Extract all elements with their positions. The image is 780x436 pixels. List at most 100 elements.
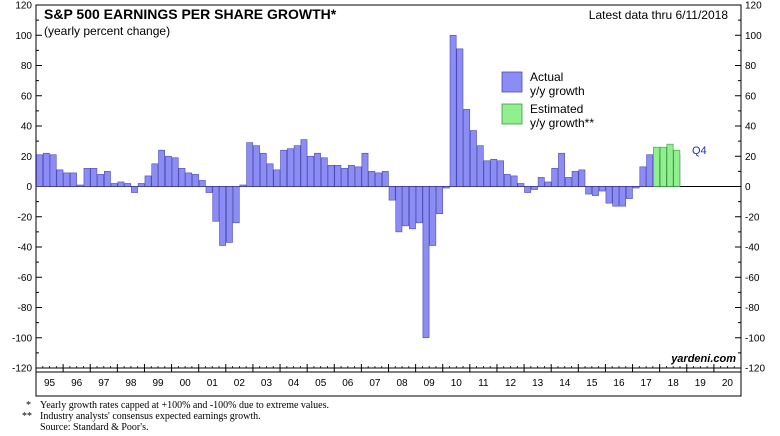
actual-growth-bar <box>429 186 437 246</box>
actual-growth-bar <box>70 172 77 187</box>
footnote-1-mark: * <box>26 400 31 411</box>
actual-growth-bar <box>646 154 654 187</box>
actual-growth-bar <box>97 174 104 187</box>
actual-growth-bar <box>307 155 315 187</box>
year-label: 13 <box>532 378 544 389</box>
estimated-growth-bar <box>653 146 660 187</box>
actual-growth-bar <box>544 181 552 187</box>
year-label: 04 <box>288 378 300 389</box>
actual-growth-bar <box>144 175 152 187</box>
y-tick-label-right: -100 <box>745 333 765 344</box>
chart-subtitle: (yearly percent change) <box>44 24 170 38</box>
actual-growth-bar <box>76 184 84 187</box>
year-label: 00 <box>180 378 192 389</box>
actual-growth-bar <box>151 163 159 187</box>
y-tick-label-left: 60 <box>21 91 33 102</box>
year-label: 99 <box>152 378 164 389</box>
actual-growth-bar <box>409 186 416 230</box>
actual-growth-bar <box>178 168 186 187</box>
footnote-1-text: Yearly growth rates capped at +100% and … <box>40 400 329 411</box>
q4-annotation: Q4 <box>692 145 707 157</box>
year-label: 05 <box>315 378 327 389</box>
year-label: 18 <box>668 378 680 389</box>
actual-growth-bar <box>300 139 308 187</box>
actual-growth-bar <box>463 109 471 187</box>
y-tick-label-left: 0 <box>26 182 32 193</box>
actual-growth-bar <box>490 158 498 187</box>
actual-growth-bar <box>476 145 484 187</box>
y-tick-label-left: 80 <box>21 61 33 72</box>
y-tick-label-right: 40 <box>745 122 757 133</box>
actual-growth-bar <box>90 168 98 187</box>
chart-title: S&P 500 EARNINGS PER SHARE GROWTH* <box>44 6 337 22</box>
actual-growth-bar <box>280 149 288 187</box>
year-label: 12 <box>505 378 517 389</box>
actual-growth-bar <box>327 165 335 187</box>
y-tick-label-right: 100 <box>745 31 762 42</box>
actual-growth-bar <box>368 171 376 187</box>
actual-growth-bar <box>49 154 57 187</box>
estimated-growth-bar <box>673 149 681 187</box>
actual-growth-bar <box>395 186 403 233</box>
y-tick-label-left: -40 <box>18 243 33 254</box>
year-label: 95 <box>44 378 56 389</box>
actual-growth-bar <box>354 166 362 187</box>
actual-growth-bar <box>449 34 457 187</box>
footnotes: * Yearly growth rates capped at +100% an… <box>22 400 329 433</box>
actual-growth-bar <box>253 145 260 187</box>
actual-growth-bar <box>564 177 572 187</box>
actual-growth-bar <box>287 148 294 187</box>
year-label: 11 <box>478 378 489 389</box>
y-tick-label-right: -80 <box>745 303 760 314</box>
actual-growth-bar <box>219 186 227 246</box>
y-tick-label-right: -60 <box>745 273 760 284</box>
actual-growth-bar <box>164 155 172 187</box>
actual-growth-bar <box>341 168 349 187</box>
actual-growth-bar <box>348 165 355 187</box>
actual-growth-bar <box>205 186 213 193</box>
actual-growth-bar <box>619 186 626 207</box>
actual-growth-bar <box>375 172 382 187</box>
actual-growth-bar <box>131 186 138 193</box>
y-tick-label-left: 120 <box>15 1 32 12</box>
actual-growth-bar <box>158 149 165 187</box>
actual-growth-bar <box>524 186 532 193</box>
actual-growth-bar <box>585 186 593 195</box>
year-label: 06 <box>342 378 354 389</box>
y-tick-label-left: -100 <box>12 333 32 344</box>
actual-growth-bar <box>334 165 342 187</box>
actual-growth-bar <box>273 169 281 187</box>
year-label: 96 <box>71 378 83 389</box>
actual-growth-bar <box>239 184 247 187</box>
actual-growth-bar <box>517 183 525 187</box>
actual-growth-bar <box>314 152 321 187</box>
year-labels-layer: 95 96 97 98 99 00 01 02 03 04 05 06 07 08 09 10 11 12 13 14… <box>35 364 742 389</box>
y-tick-label-left: 40 <box>21 122 33 133</box>
actual-growth-bar <box>103 171 111 187</box>
y-tick-label-left: -20 <box>18 212 33 223</box>
y-tick-label-right: 60 <box>745 91 757 102</box>
bars-layer <box>36 34 681 339</box>
actual-growth-bar <box>381 171 389 187</box>
actual-growth-bar <box>436 186 443 215</box>
year-label: 14 <box>559 378 571 389</box>
year-label: 16 <box>613 378 625 389</box>
actual-growth-bar <box>578 169 586 187</box>
actual-growth-bar <box>497 160 504 187</box>
actual-growth-bar <box>266 163 274 187</box>
actual-growth-bar <box>442 186 450 189</box>
actual-growth-bar <box>388 186 396 201</box>
actual-growth-bar <box>56 169 64 187</box>
actual-growth-bar <box>402 186 410 227</box>
legend-swatch-actual <box>501 71 523 93</box>
actual-growth-bar <box>510 175 518 187</box>
year-label: 08 <box>396 378 408 389</box>
actual-growth-bar <box>598 186 606 192</box>
y-tick-label-left: 20 <box>21 152 33 163</box>
actual-growth-bar <box>415 186 423 224</box>
actual-growth-bar <box>293 145 301 187</box>
actual-growth-bar <box>42 152 50 187</box>
actual-growth-bar <box>605 186 613 204</box>
